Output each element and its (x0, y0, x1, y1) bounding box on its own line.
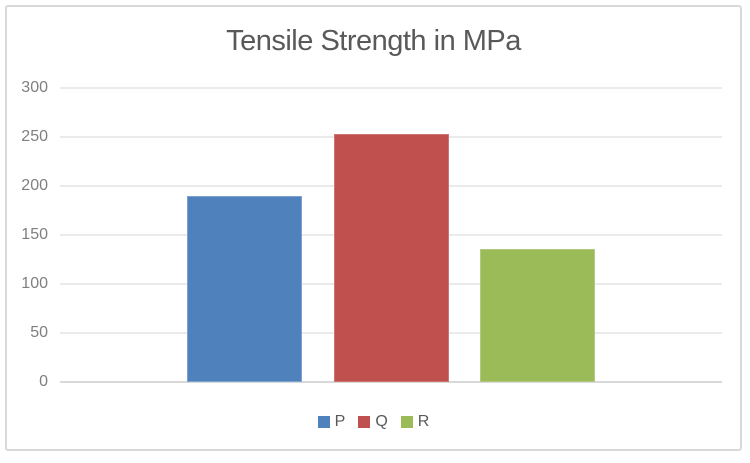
y-axis-tick-label: 300 (21, 79, 48, 96)
legend-label: Q (375, 413, 388, 430)
legend-item-Q: Q (358, 413, 388, 431)
y-axis-tick-label: 0 (39, 373, 48, 390)
y-axis-tick-label: 200 (21, 177, 48, 194)
bar-Q (333, 134, 449, 382)
gridline (60, 87, 722, 89)
bar-R (480, 248, 595, 382)
legend-swatch-icon (317, 416, 330, 428)
y-axis-tick-label: 50 (30, 324, 48, 341)
legend-item-R: R (400, 413, 430, 431)
y-axis-tick-label: 150 (21, 226, 48, 243)
chart-title: Tensile Strength in MPa (226, 25, 521, 57)
x-axis-baseline (60, 381, 722, 383)
legend-item-P: P (317, 413, 346, 431)
legend: P Q R (7, 413, 740, 431)
plot-area: 0 50 100 150 200 250 300 (21, 79, 722, 390)
legend-label: P (334, 413, 346, 430)
y-axis-tick-label: 100 (21, 275, 48, 292)
legend-swatch-icon (358, 416, 371, 428)
y-axis-tick-label: 250 (21, 128, 48, 145)
legend-label: R (417, 413, 430, 430)
chart-container: Tensile Strength in MPa 0 50 100 150 200 250 3… (5, 5, 742, 451)
bar-P (187, 195, 302, 382)
legend-swatch-icon (400, 416, 413, 428)
